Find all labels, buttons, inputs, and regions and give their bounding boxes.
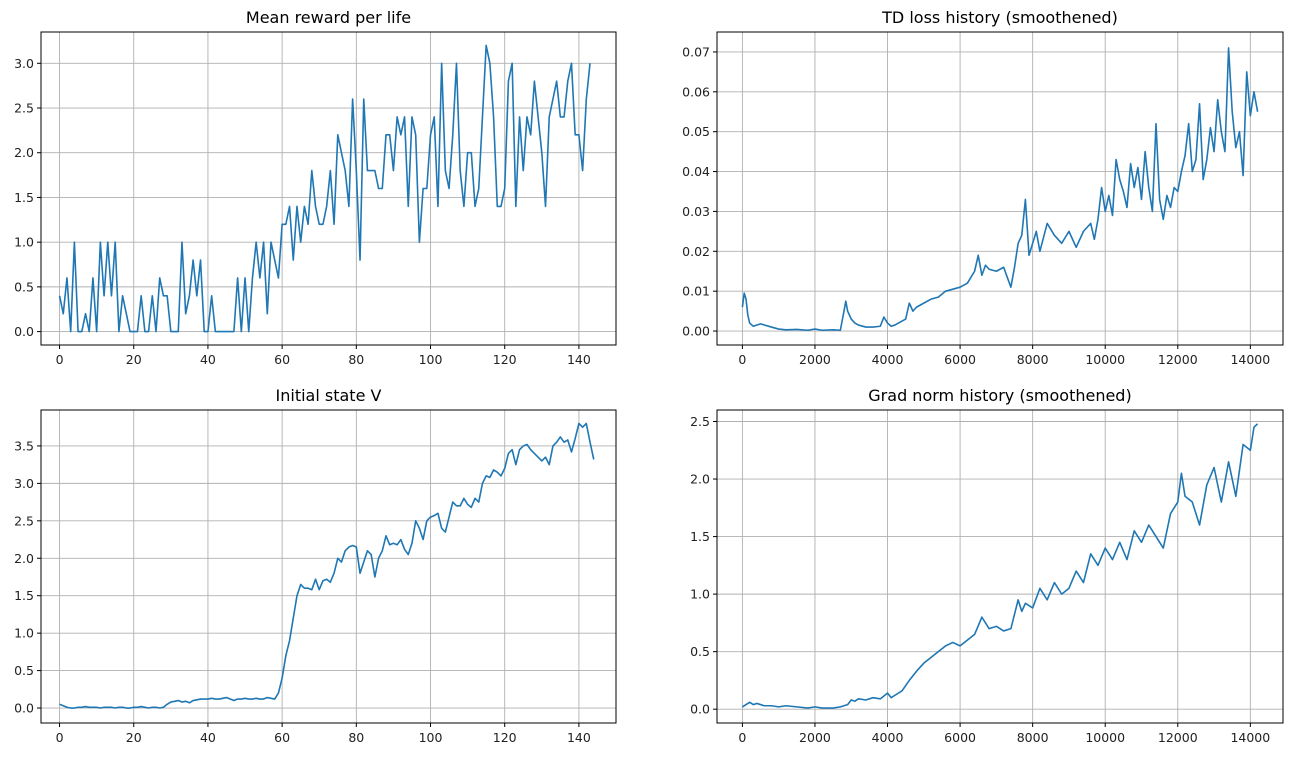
axes-frame: [40, 409, 617, 724]
x-tick-label: 80: [348, 730, 364, 745]
x-tick-label: 14000: [1230, 730, 1270, 745]
y-tick-label: 2.0: [14, 551, 34, 566]
subplot-td-loss: 0 2000 4000 6000 8000 10000 12000 14000 0.00 0.01…: [682, 8, 1284, 367]
x-tick-label: 20: [126, 730, 142, 745]
y-tick-label: 1.0: [14, 626, 34, 641]
x-tick-label: 0: [56, 730, 64, 745]
y-tick-label: 0.03: [682, 204, 710, 219]
series-line: [741, 47, 1259, 332]
y-tick-label: 0.5: [14, 279, 34, 294]
axes-frame: [40, 31, 617, 346]
x-tick-label: 40: [200, 352, 216, 367]
x-tick-label: 10000: [1085, 352, 1125, 367]
x-tick-label: 140: [567, 352, 591, 367]
y-tick-label: 3.0: [14, 56, 34, 71]
y-tick-label: 3.0: [14, 476, 34, 491]
chart-title: Grad norm history (smoothened): [868, 386, 1131, 405]
series-line: [741, 423, 1259, 709]
y-tick-label: 2.5: [14, 513, 34, 528]
x-tick-label: 80: [348, 352, 364, 367]
y-tick-label: 2.5: [14, 101, 34, 116]
chart-title: Initial state V: [276, 386, 382, 405]
x-tick-label: 140: [567, 730, 591, 745]
subplot-mean-reward: 0 20 40 60 80 100 120 140 0.0 0.5 1.0 1.5 2.0 2.5 3.0 M…: [14, 8, 617, 367]
chart-title: TD loss history (smoothened): [881, 8, 1118, 27]
chart-title: Mean reward per life: [246, 8, 411, 27]
y-tick-label: 3.5: [14, 438, 34, 453]
x-tick-label: 0: [738, 352, 746, 367]
x-tick-label: 2000: [799, 352, 831, 367]
y-tick-label: 1.0: [14, 235, 34, 250]
x-tick-label: 40: [200, 730, 216, 745]
y-tick-label: 0.02: [682, 244, 710, 259]
x-tick-label: 10000: [1085, 730, 1125, 745]
x-tick-label: 120: [493, 730, 517, 745]
x-tick-label: 4000: [872, 730, 904, 745]
x-tick-label: 6000: [944, 352, 976, 367]
x-tick-label: 100: [419, 730, 443, 745]
x-tick-label: 14000: [1230, 352, 1270, 367]
x-tick-label: 6000: [944, 730, 976, 745]
x-tick-label: 100: [419, 352, 443, 367]
y-tick-label: 0.5: [690, 644, 710, 659]
y-tick-label: 1.5: [14, 588, 34, 603]
y-tick-label: 1.5: [14, 190, 34, 205]
subplot-grad-norm: 0 2000 4000 6000 8000 10000 12000 14000 0.0 0.5 1.…: [690, 386, 1284, 745]
x-tick-label: 8000: [1017, 730, 1049, 745]
x-tick-label: 4000: [872, 352, 904, 367]
x-tick-label: 60: [274, 730, 290, 745]
x-tick-label: 2000: [799, 730, 831, 745]
y-tick-label: 2.0: [14, 145, 34, 160]
x-tick-label: 0: [56, 352, 64, 367]
y-tick-label: 2.5: [690, 414, 710, 429]
x-tick-label: 20: [126, 352, 142, 367]
y-tick-label: 0.0: [14, 701, 34, 716]
subplot-initial-state-v: 0 20 40 60 80 100 120 140 0.0 0.5 1.0 1.5 2.0 2.5 3.0 3…: [14, 386, 617, 745]
y-tick-label: 0.07: [682, 44, 710, 59]
y-tick-label: 0.01: [682, 284, 710, 299]
series-line: [58, 44, 591, 333]
y-tick-label: 1.5: [690, 529, 710, 544]
y-tick-label: 2.0: [690, 472, 710, 487]
y-tick-label: 0.0: [14, 324, 34, 339]
axes-frame: [716, 31, 1284, 346]
x-tick-label: 8000: [1017, 352, 1049, 367]
y-tick-label: 0.04: [682, 164, 710, 179]
y-tick-label: 1.0: [690, 587, 710, 602]
axes-frame: [716, 409, 1284, 724]
x-tick-label: 120: [493, 352, 517, 367]
y-tick-label: 0.06: [682, 84, 710, 99]
x-tick-label: 0: [738, 730, 746, 745]
x-tick-label: 60: [274, 352, 290, 367]
y-tick-label: 0.00: [682, 324, 710, 339]
x-tick-label: 12000: [1158, 730, 1198, 745]
series-line: [59, 422, 595, 709]
y-tick-label: 0.05: [682, 124, 710, 139]
y-tick-label: 0.5: [14, 663, 34, 678]
y-tick-label: 0.0: [690, 702, 710, 717]
x-tick-label: 12000: [1158, 352, 1198, 367]
